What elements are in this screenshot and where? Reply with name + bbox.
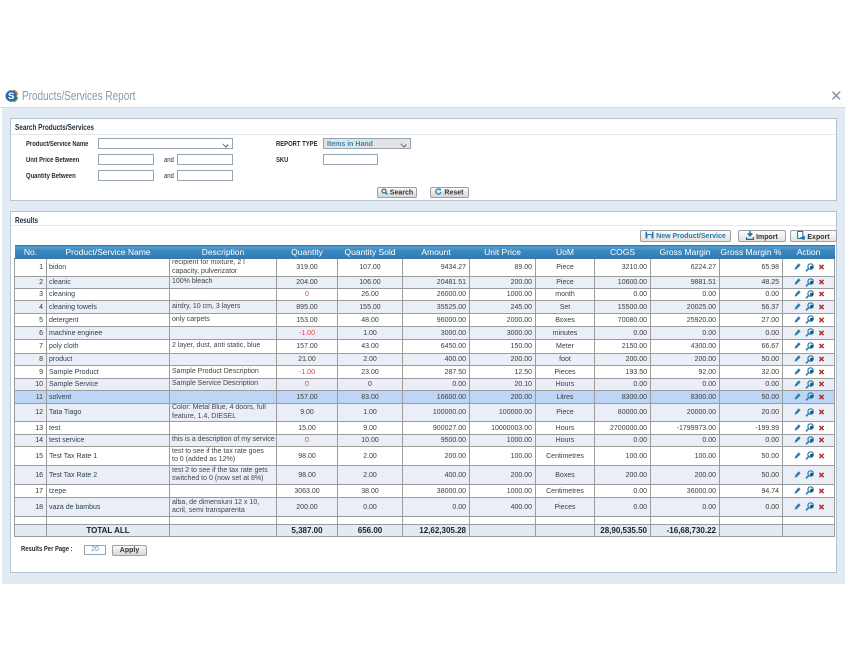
svg-text:S: S xyxy=(8,91,14,102)
